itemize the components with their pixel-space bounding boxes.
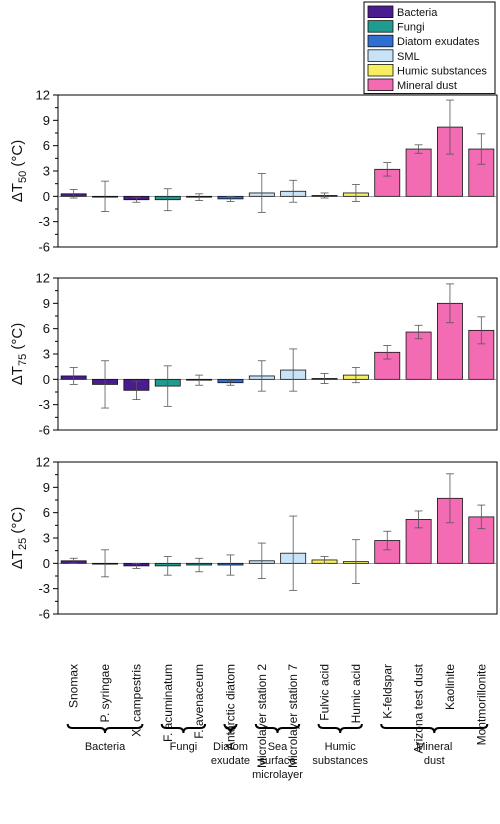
group-brace [254, 723, 301, 734]
group-label: surface [259, 755, 295, 767]
y-tick-label: 12 [36, 88, 50, 103]
category-label: Arizona test dust [412, 663, 426, 753]
category-label: Snomax [67, 664, 81, 708]
group-label: Bacteria [85, 741, 126, 753]
category-label: K-feldspar [380, 664, 394, 719]
y-tick-label: -3 [38, 397, 50, 412]
bar [405, 331, 432, 380]
group-brace [317, 723, 363, 734]
category-label: P. syringae [98, 664, 112, 723]
category-label: Antarctic diatom [223, 664, 237, 750]
group-brace [380, 723, 489, 734]
category-label: Humic acid [349, 664, 363, 723]
y-tick-label: -3 [38, 214, 50, 229]
y-tick-label: 12 [36, 455, 50, 470]
legend-swatch [367, 78, 394, 92]
group-label: microlayer [252, 769, 303, 781]
group-label: exudate [211, 755, 250, 767]
y-tick-label: -6 [38, 607, 50, 622]
group-label: Diatom [213, 741, 248, 753]
legend-swatch [367, 34, 394, 48]
y-tick-label: 3 [43, 531, 50, 546]
category-label: Fulvic acid [318, 664, 332, 721]
legend-swatch [367, 5, 394, 19]
panel-2: -6 -3 0 3 6 9 12 ΔT75 (°C) [9, 271, 498, 438]
group-label: substances [312, 755, 368, 767]
y-tick-label: -3 [38, 581, 50, 596]
y-tick-label: 3 [43, 164, 50, 179]
legend-label: Bacteria [397, 7, 438, 19]
y-tick-label: 3 [43, 347, 50, 362]
category-label: Microlayer station 7 [286, 664, 300, 768]
y-axis-label: ΔT75 (°C) [9, 323, 29, 385]
group-label: Mineral [416, 741, 452, 753]
y-tick-label: -6 [38, 423, 50, 438]
group-brace [66, 723, 144, 734]
category-label: F. avenaceum [192, 664, 206, 739]
legend-swatch [367, 64, 394, 77]
y-tick-label: 6 [43, 321, 50, 336]
legend: Bacteria Fungi Diatom exudates SML Humic sub… [363, 1, 496, 95]
category-label: Microlayer station 2 [255, 664, 269, 768]
legend-label: SML [397, 51, 420, 63]
category-label: F. acuminatum [161, 664, 175, 742]
panel-3: -6 -3 0 3 6 9 12 ΔT25 (°C) [9, 455, 498, 622]
group-brace [223, 723, 238, 734]
y-tick-label: 0 [43, 189, 50, 204]
panel-1: -6 -3 0 3 6 9 12 ΔT50 (°C) [9, 88, 498, 255]
y-tick-label: 9 [43, 296, 50, 311]
group-brace [160, 723, 207, 734]
bar [374, 351, 401, 380]
y-tick-label: 0 [43, 556, 50, 571]
y-tick-label: 9 [43, 113, 50, 128]
legend-label: Fungi [397, 22, 425, 34]
y-tick-label: 12 [36, 271, 50, 286]
category-label: Kaolinite [443, 664, 457, 710]
legend-label: Diatom exudates [397, 36, 480, 48]
group-label: Humic [325, 741, 357, 753]
y-tick-label: 9 [43, 480, 50, 495]
legend-swatch [367, 49, 394, 62]
y-tick-label: 6 [43, 505, 50, 520]
group-label: Sea [268, 741, 288, 753]
group-label: Fungi [170, 741, 198, 753]
legend-label: Mineral dust [397, 80, 457, 92]
y-tick-label: 6 [43, 138, 50, 153]
bar [405, 148, 432, 197]
bar [405, 519, 432, 564]
y-tick-label: -6 [38, 240, 50, 255]
category-label: X. campestris [129, 664, 143, 737]
y-axis-label: ΔT50 (°C) [9, 140, 29, 202]
y-tick-label: 0 [43, 372, 50, 387]
group-label: dust [424, 755, 445, 767]
legend-swatch [367, 20, 394, 33]
category-label: Montmorillonite [474, 664, 488, 746]
legend-label: Humic substances [397, 65, 487, 77]
y-axis-label: ΔT25 (°C) [9, 507, 29, 569]
